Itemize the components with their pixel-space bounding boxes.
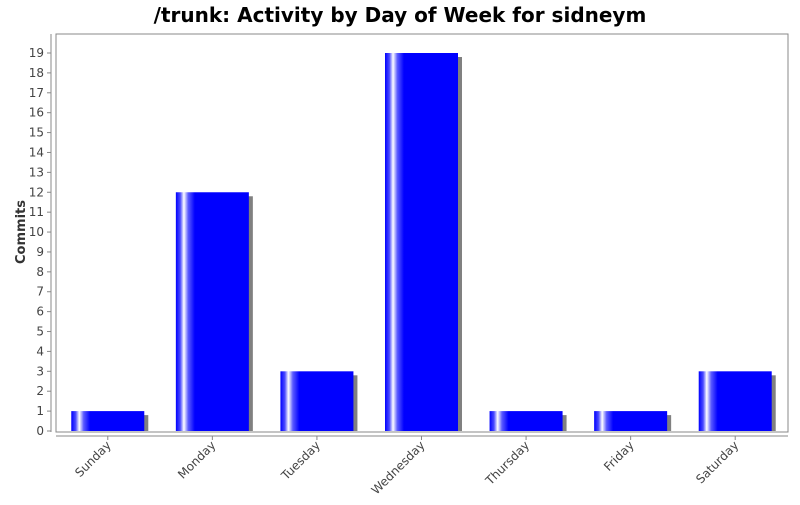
x-tick-label: Wednesday (369, 438, 428, 497)
bar-wednesday (385, 53, 458, 431)
x-axis: Sunday Monday Tuesday Wednesday Thursday Frid… (56, 435, 788, 497)
bar-saturday (698, 371, 772, 431)
y-tick-label: 19 (29, 46, 44, 60)
y-tick-label: 10 (29, 225, 44, 239)
x-tick-label: Saturday (693, 438, 741, 486)
y-tick-label: 13 (29, 165, 44, 179)
y-tick-label: 1 (36, 404, 44, 418)
x-tick-label: Tuesday (278, 438, 323, 483)
y-tick-label: 16 (29, 106, 44, 120)
y-tick-label: 4 (36, 344, 44, 358)
x-tick-label: Friday (601, 438, 637, 474)
y-tick-label: 18 (29, 66, 44, 80)
y-tick-label: 17 (29, 86, 44, 100)
bar-sunday (71, 411, 145, 431)
y-tick-label: 0 (36, 424, 44, 438)
y-tick-label: 2 (36, 384, 44, 398)
y-tick-label: 7 (36, 285, 44, 299)
y-tick-label: 8 (36, 265, 44, 279)
x-tick-label: Sunday (72, 438, 114, 480)
x-tick-label: Thursday (482, 438, 532, 488)
bar-tuesday (280, 371, 354, 431)
y-tick-label: 14 (29, 145, 44, 159)
y-tick-label: 6 (36, 305, 44, 319)
y-tick-label: 15 (29, 126, 44, 140)
bar-friday (594, 411, 668, 431)
y-tick-label: 9 (36, 245, 44, 259)
y-tick-label: 5 (36, 325, 44, 339)
chart-title: /trunk: Activity by Day of Week for sidn… (154, 3, 647, 27)
y-tick-label: 3 (36, 364, 44, 378)
x-tick-label: Monday (175, 438, 218, 481)
y-tick-label: 11 (29, 205, 44, 219)
bar-monday (175, 192, 249, 431)
y-axis-label: Commits (14, 200, 29, 264)
bar-thursday (489, 411, 563, 431)
y-tick-label: 12 (29, 185, 44, 199)
bar-series (71, 53, 776, 431)
